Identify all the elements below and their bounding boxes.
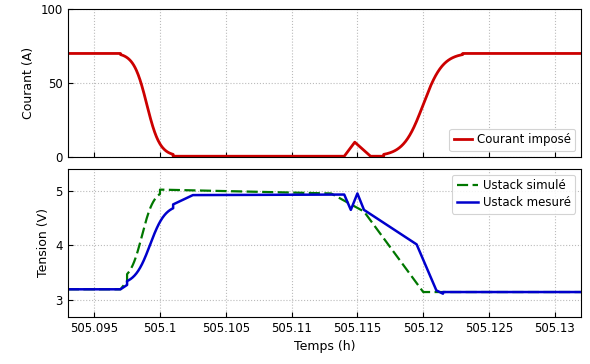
Ustack simulé xyxy=(578,290,585,294)
Ustack mesuré xyxy=(578,290,585,294)
Ustack simulé xyxy=(489,290,496,294)
Ustack mesuré xyxy=(339,192,346,197)
Ustack mesuré xyxy=(171,202,178,206)
Y-axis label: Tension (V): Tension (V) xyxy=(37,208,50,277)
Ustack simulé xyxy=(490,290,497,294)
Ustack simulé xyxy=(156,187,163,192)
Ustack simulé xyxy=(242,189,250,194)
Courant imposé xyxy=(414,116,421,121)
Ustack mesuré xyxy=(394,229,401,234)
Ustack simulé xyxy=(138,234,145,238)
Courant imposé xyxy=(473,51,480,56)
Ustack mesuré xyxy=(64,287,71,292)
Ustack simulé xyxy=(229,189,236,193)
Courant imposé xyxy=(398,144,405,149)
Ustack mesuré xyxy=(447,290,454,294)
Legend: Ustack simulé, Ustack mesuré: Ustack simulé, Ustack mesuré xyxy=(452,175,575,214)
Courant imposé xyxy=(169,154,176,158)
Ustack mesuré xyxy=(440,292,447,296)
Courant imposé xyxy=(120,53,127,58)
Ustack mesuré xyxy=(354,191,361,195)
Line: Courant imposé: Courant imposé xyxy=(68,54,581,156)
Courant imposé xyxy=(578,51,585,56)
Ustack simulé xyxy=(78,287,85,292)
Y-axis label: Courant (A): Courant (A) xyxy=(22,47,35,119)
Ustack simulé xyxy=(419,290,427,294)
Ustack mesuré xyxy=(245,193,252,197)
Line: Ustack simulé: Ustack simulé xyxy=(68,190,581,292)
Line: Ustack mesuré: Ustack mesuré xyxy=(68,193,581,294)
Courant imposé xyxy=(457,53,464,57)
Ustack simulé xyxy=(64,287,71,292)
Ustack mesuré xyxy=(425,271,432,275)
X-axis label: Temps (h): Temps (h) xyxy=(294,340,355,353)
Courant imposé xyxy=(64,51,71,56)
Courant imposé xyxy=(70,51,77,56)
Legend: Courant imposé: Courant imposé xyxy=(450,128,575,151)
